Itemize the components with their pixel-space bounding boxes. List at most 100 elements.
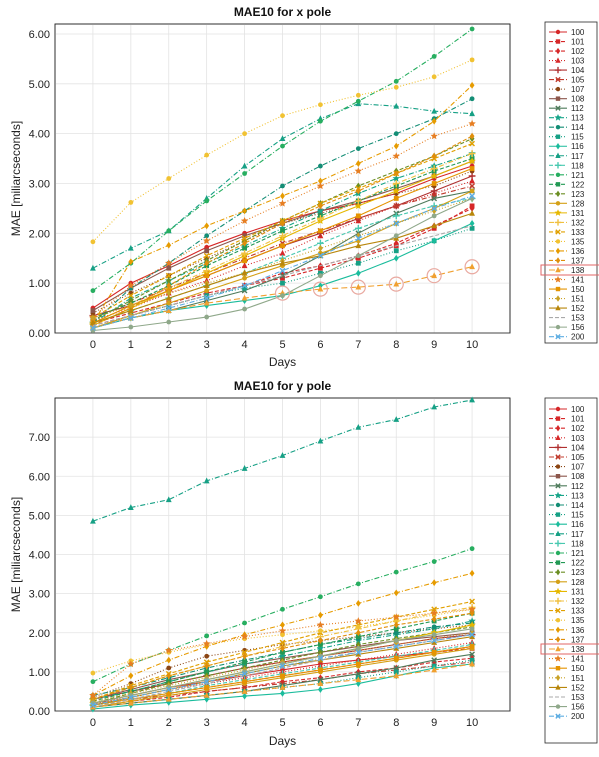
data-point-121 [355, 581, 361, 587]
data-point-116 [318, 282, 323, 290]
legend-marker-105 [555, 454, 561, 460]
data-point-136 [393, 142, 399, 150]
data-point-152 [203, 282, 210, 289]
legend-label-105: 105 [571, 453, 585, 462]
data-point-141 [354, 617, 362, 625]
data-point-135 [204, 152, 210, 158]
data-point-136 [128, 258, 134, 266]
data-point-156 [242, 306, 247, 312]
data-point-133 [241, 235, 248, 242]
data-point-117 [393, 416, 400, 422]
data-point-137 [166, 672, 172, 680]
x-tick-label: 10 [466, 339, 478, 351]
data-point-137 [393, 170, 399, 177]
data-point-136 [242, 207, 247, 215]
legend-marker-104 [554, 66, 562, 74]
legend-marker-100 [555, 406, 561, 412]
legend-label-152: 152 [571, 304, 585, 313]
data-point-115 [469, 225, 475, 231]
data-point-200 [355, 235, 362, 242]
data-point-138 [317, 680, 324, 687]
legend-label-128: 128 [571, 199, 585, 208]
data-point-136 [431, 579, 437, 587]
legend-label-150: 150 [571, 664, 585, 673]
data-point-128 [469, 188, 475, 194]
data-point-138 [241, 688, 248, 694]
data-point-135 [318, 102, 323, 108]
legend-label-150: 150 [571, 285, 585, 294]
data-point-117 [127, 244, 134, 251]
legend-label-200: 200 [571, 333, 585, 342]
legend-marker-132 [554, 219, 562, 226]
data-point-200 [393, 643, 400, 650]
data-point-138 [165, 307, 172, 313]
legend-marker-151 [555, 295, 561, 302]
legend-marker-137 [555, 636, 561, 643]
data-point-137 [204, 259, 210, 267]
y-tick-label: 5.00 [29, 510, 50, 522]
data-point-138 [203, 691, 210, 698]
data-point-116 [242, 692, 247, 700]
legend-marker-107 [555, 86, 561, 92]
data-point-117 [317, 437, 324, 444]
data-point-132 [392, 180, 400, 187]
data-point-116 [318, 686, 323, 693]
legend-label-101: 101 [571, 38, 585, 47]
legend-marker-113 [554, 491, 562, 499]
data-point-136 [469, 81, 475, 89]
data-point-112 [469, 651, 475, 658]
data-point-131 [468, 157, 476, 165]
data-point-138 [355, 676, 362, 683]
data-point-117 [431, 107, 438, 114]
data-point-135 [90, 239, 96, 245]
legend-label-137: 137 [571, 256, 585, 265]
data-point-141 [430, 132, 438, 140]
legend-marker-116 [555, 143, 561, 150]
x-tick-label: 2 [166, 339, 172, 351]
data-point-150 [355, 213, 361, 219]
data-point-152 [165, 294, 172, 301]
data-point-200 [90, 702, 96, 709]
data-point-200 [279, 663, 286, 669]
legend-marker-138 [555, 266, 561, 273]
data-point-118 [392, 212, 400, 220]
data-point-141 [127, 660, 135, 668]
data-point-135 [318, 628, 323, 634]
legend-label-100: 100 [571, 28, 585, 37]
data-point-102 [280, 678, 285, 686]
data-point-138 [203, 299, 210, 306]
data-point-121 [166, 228, 172, 234]
data-point-121 [431, 559, 437, 564]
data-point-150 [166, 690, 172, 696]
plot-frame [54, 397, 511, 712]
data-point-200 [203, 678, 210, 685]
data-point-150 [242, 258, 247, 264]
legend-marker-135 [555, 239, 561, 244]
data-point-200 [317, 655, 324, 662]
data-point-117 [431, 403, 438, 410]
legend-label-100: 100 [571, 405, 585, 414]
legend-label-152: 152 [571, 683, 585, 692]
data-point-108 [90, 308, 96, 313]
legend-marker-103 [555, 57, 561, 63]
data-point-137 [355, 187, 361, 195]
data-point-152 [431, 639, 438, 645]
data-point-112 [431, 195, 438, 202]
data-point-135 [280, 632, 285, 638]
data-point-121 [280, 606, 285, 612]
data-point-150 [393, 196, 399, 201]
data-point-121 [393, 569, 399, 575]
data-point-200 [127, 315, 134, 321]
y-tick-label: 7.00 [29, 432, 50, 444]
legend-label-103: 103 [571, 434, 585, 443]
data-point-114 [393, 131, 399, 137]
legend-label-108: 108 [571, 95, 585, 104]
data-point-104 [468, 172, 476, 180]
legend-marker-102 [555, 425, 561, 432]
data-point-117 [279, 452, 286, 458]
data-point-131 [430, 172, 438, 180]
data-point-115 [318, 270, 323, 276]
legend-marker-151 [555, 674, 561, 681]
data-point-156 [469, 626, 475, 632]
data-point-136 [166, 656, 172, 664]
